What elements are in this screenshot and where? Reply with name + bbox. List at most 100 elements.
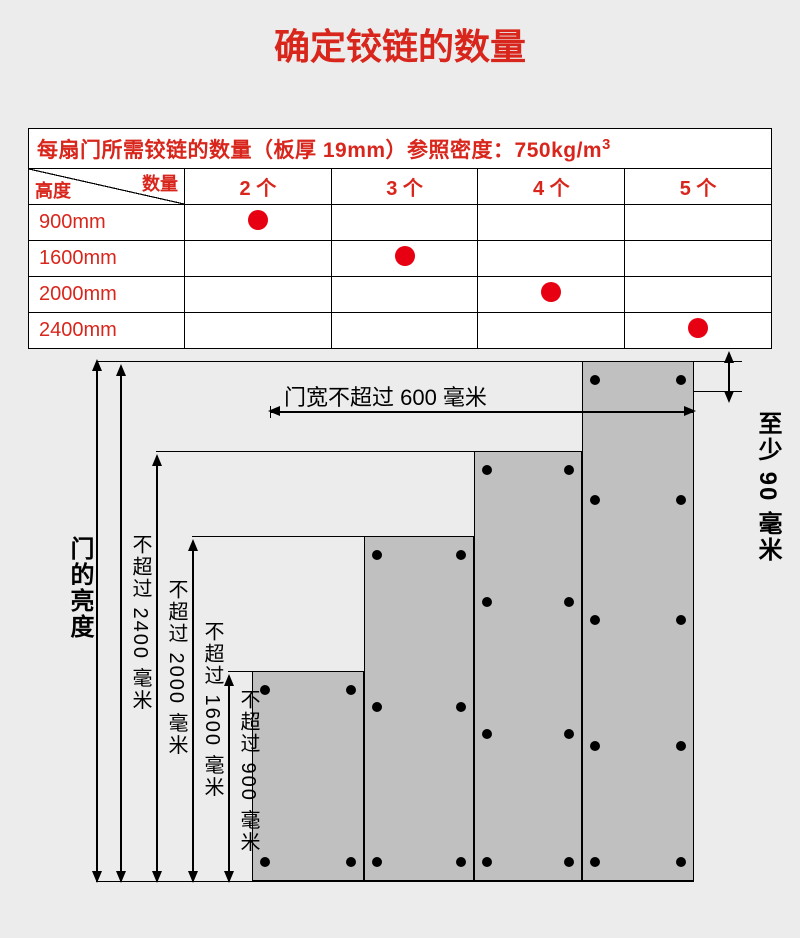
baseline xyxy=(96,881,694,882)
hinge-dot xyxy=(564,729,574,739)
hinge-dot xyxy=(564,465,574,475)
hinge-dot xyxy=(456,550,466,560)
mark-cell xyxy=(625,277,772,313)
height-dim-label: 不超过 2000 毫米 xyxy=(162,579,191,757)
ext-line xyxy=(120,361,582,362)
diag-header: 数量 高度 xyxy=(29,169,185,205)
mark-cell xyxy=(185,205,332,241)
hinge-table: 每扇门所需铰链的数量（板厚 19mm）参照密度：750kg/m3 数量 高度 2… xyxy=(28,128,772,349)
height-cell: 1600mm xyxy=(29,241,185,277)
col-header: 4 个 xyxy=(478,169,625,205)
mark-cell xyxy=(478,277,625,313)
arrow-up-icon xyxy=(188,539,198,551)
arrow-up-icon xyxy=(224,674,234,686)
door-panel xyxy=(474,451,582,881)
height-dim-label: 不超过 2400 毫米 xyxy=(126,534,155,712)
hinge-table-wrap: 每扇门所需铰链的数量（板厚 19mm）参照密度：750kg/m3 数量 高度 2… xyxy=(28,128,772,349)
dot-icon xyxy=(395,246,415,266)
hinge-dot xyxy=(482,597,492,607)
diag-top-label: 数量 xyxy=(142,170,178,196)
dot-icon xyxy=(248,210,268,230)
hinge-dot xyxy=(346,857,356,867)
arrow-up-icon xyxy=(116,364,126,376)
ext-tick xyxy=(270,406,271,418)
ext-line xyxy=(192,536,364,537)
hinge-dot xyxy=(456,702,466,712)
width-dim-line xyxy=(270,411,694,413)
caption-text: 每扇门所需铰链的数量（板厚 19mm）参照密度：750kg/m xyxy=(37,139,602,162)
table-row: 2000mm xyxy=(29,277,772,313)
height-dim xyxy=(228,676,230,881)
hinge-dot xyxy=(346,685,356,695)
arrow-down-icon xyxy=(224,871,234,883)
hinge-dot xyxy=(676,495,686,505)
col-header: 3 个 xyxy=(331,169,478,205)
ext-line xyxy=(694,361,742,362)
arrow-up-icon xyxy=(724,351,734,363)
hinge-dot xyxy=(676,375,686,385)
mark-cell xyxy=(331,313,478,349)
hinge-dot xyxy=(590,375,600,385)
arrow-right-icon xyxy=(684,406,696,416)
diag-bottom-label: 高度 xyxy=(35,177,71,203)
hinge-dot xyxy=(372,550,382,560)
table-caption: 每扇门所需铰链的数量（板厚 19mm）参照密度：750kg/m3 xyxy=(29,129,772,169)
main-height-dim xyxy=(96,361,98,881)
page-title: 确定铰链的数量 xyxy=(0,0,800,70)
table-header-row: 数量 高度 2 个 3 个 4 个 5 个 xyxy=(29,169,772,205)
mark-cell xyxy=(185,277,332,313)
width-label: 门宽不超过 600 毫米 xyxy=(284,380,487,412)
ext-line xyxy=(156,451,474,452)
hinge-dot xyxy=(590,495,600,505)
height-cell: 900mm xyxy=(29,205,185,241)
hinge-dot xyxy=(456,857,466,867)
col-header: 2 个 xyxy=(185,169,332,205)
mark-cell xyxy=(331,205,478,241)
hinge-dot xyxy=(372,857,382,867)
hinge-diagram: 门宽不超过 600 毫米 门的亮度 至少 90 毫米 不超过 2400 毫米不超… xyxy=(0,356,800,916)
hinge-dot xyxy=(590,741,600,751)
hinge-dot xyxy=(676,741,686,751)
table-row: 2400mm xyxy=(29,313,772,349)
hinge-dot xyxy=(676,615,686,625)
ext-line xyxy=(694,391,742,392)
arrow-down-icon xyxy=(116,871,126,883)
height-cell: 2000mm xyxy=(29,277,185,313)
min-edge-dim xyxy=(728,361,730,391)
height-dim xyxy=(156,456,158,881)
hinge-dot xyxy=(482,729,492,739)
mark-cell xyxy=(625,313,772,349)
hinge-dot xyxy=(590,615,600,625)
hinge-dot xyxy=(564,597,574,607)
arrow-up-icon xyxy=(152,454,162,466)
mark-cell xyxy=(625,241,772,277)
height-dim-label: 不超过 1600 毫米 xyxy=(198,621,227,799)
col-header: 5 个 xyxy=(625,169,772,205)
hinge-dot xyxy=(482,857,492,867)
height-dim xyxy=(120,366,122,881)
mark-cell xyxy=(478,313,625,349)
ext-line xyxy=(228,671,252,672)
hinge-dot xyxy=(590,857,600,867)
arrow-down-icon xyxy=(188,871,198,883)
arrow-down-icon xyxy=(724,391,734,403)
height-dim-label: 不超过 900 毫米 xyxy=(234,689,263,853)
mark-cell xyxy=(331,241,478,277)
height-dim xyxy=(192,541,194,881)
mark-cell xyxy=(478,241,625,277)
caption-sup: 3 xyxy=(602,137,611,153)
dot-icon xyxy=(688,318,708,338)
mark-cell xyxy=(331,277,478,313)
mark-cell xyxy=(478,205,625,241)
min-edge-label: 至少 90 毫米 xyxy=(750,411,785,563)
mark-cell xyxy=(185,241,332,277)
dot-icon xyxy=(541,282,561,302)
arrow-down-icon xyxy=(152,871,162,883)
main-height-label: 门的亮度 xyxy=(62,536,97,640)
hinge-dot xyxy=(372,702,382,712)
height-cell: 2400mm xyxy=(29,313,185,349)
mark-cell xyxy=(185,313,332,349)
table-row: 1600mm xyxy=(29,241,772,277)
table-row: 900mm xyxy=(29,205,772,241)
hinge-dot xyxy=(676,857,686,867)
